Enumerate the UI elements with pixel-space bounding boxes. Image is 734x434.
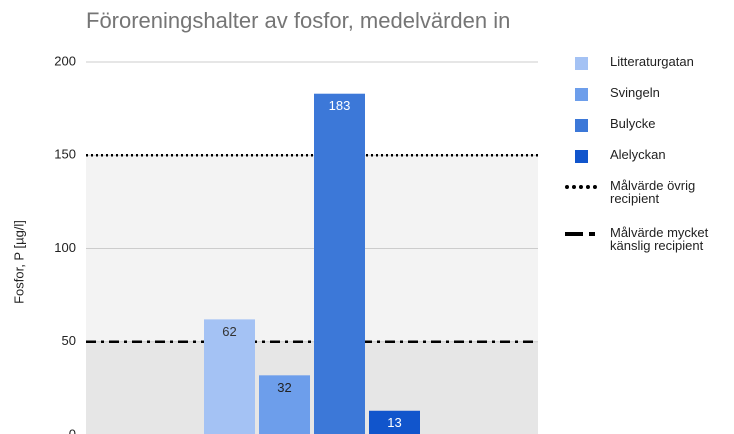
legend-label: Svingeln — [610, 85, 660, 100]
data-label: 62 — [222, 324, 236, 339]
legend-label: Alelyckan — [610, 147, 666, 162]
bar — [314, 93, 365, 434]
legend-swatch — [575, 57, 588, 70]
legend-swatch — [575, 119, 588, 132]
y-tick-label: 50 — [62, 333, 76, 348]
legend-label: Målvärde övrig recipient — [610, 178, 696, 206]
data-label: 32 — [277, 380, 291, 395]
data-label: 183 — [329, 98, 351, 113]
y-axis-label: Fosfor, P [µg/l] — [11, 220, 26, 304]
legend-line — [565, 185, 597, 189]
reference-band — [86, 341, 538, 434]
legend-entry: Målvärde övrig recipient — [565, 177, 734, 224]
legend-entry: Bulycke — [565, 115, 734, 146]
data-label: 13 — [387, 415, 401, 430]
legend-line — [565, 232, 597, 236]
y-tick-label: 200 — [54, 53, 76, 68]
legend-entry: Målvärde mycket känslig recipient — [565, 224, 734, 271]
chart-title: Föroreningshalter av fosfor, medelvärden… — [86, 8, 510, 33]
bar — [204, 319, 255, 434]
y-tick-label: 0 — [69, 426, 76, 434]
legend-entry: Alelyckan — [565, 146, 734, 177]
legend-swatch — [575, 150, 588, 163]
y-tick-label: 150 — [54, 147, 76, 162]
legend: Litteraturgatan Svingeln Bulycke Alelyckan M… — [565, 53, 734, 271]
legend-entry: Litteraturgatan — [565, 53, 734, 84]
y-tick-label: 100 — [54, 240, 76, 255]
bar — [259, 375, 310, 434]
legend-label: Målvärde mycket känslig recipient — [610, 225, 709, 253]
legend-label: Litteraturgatan — [610, 54, 694, 69]
legend-label: Bulycke — [610, 116, 656, 131]
legend-swatch — [575, 88, 588, 101]
bar — [369, 410, 420, 434]
legend-entry: Svingeln — [565, 84, 734, 115]
